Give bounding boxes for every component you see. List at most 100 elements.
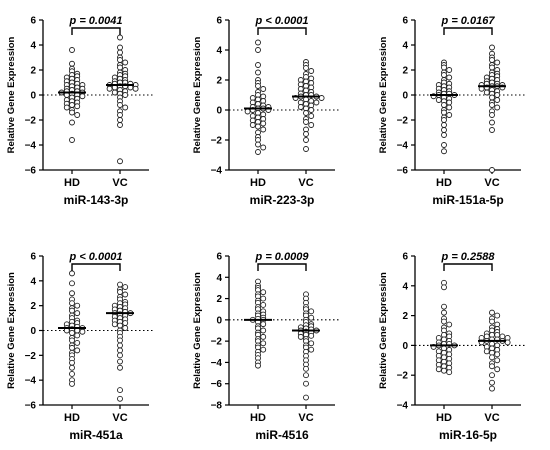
data-point-hd <box>69 371 75 377</box>
y-tick-label: 0 <box>402 341 408 352</box>
data-point-vc <box>489 57 495 63</box>
y-tick-label: −6 <box>397 166 409 177</box>
y-tick-label: −4 <box>397 401 409 412</box>
data-point-vc <box>308 122 315 128</box>
significance-bracket <box>257 263 307 271</box>
data-point-vc <box>494 104 501 111</box>
data-point-vc <box>117 102 123 108</box>
data-point-vc <box>494 351 501 358</box>
data-point-hd <box>441 102 447 108</box>
data-point-vc <box>489 385 495 392</box>
data-point-vc <box>308 340 315 347</box>
data-point-hd <box>255 47 261 53</box>
data-point-hd <box>260 321 267 328</box>
y-tick-label: 4 <box>216 46 222 57</box>
data-point-hd <box>260 120 267 127</box>
data-point-vc <box>117 364 123 371</box>
data-point-hd <box>74 347 81 354</box>
data-point-vc <box>303 131 309 137</box>
data-point-hd <box>441 122 447 128</box>
data-point-vc <box>303 137 309 143</box>
data-point-vc <box>494 366 501 373</box>
data-point-vc <box>504 339 511 346</box>
x-tick-label: VC <box>484 177 499 189</box>
y-tick-label: 6 <box>402 16 408 27</box>
y-axis-label: Relative Gene Expression <box>6 36 17 153</box>
y-tick-label: −4 <box>397 141 409 152</box>
data-point-hd <box>435 97 442 103</box>
data-point-hd <box>74 103 81 110</box>
chart-panel-2: −4 −2 0 2 4 6 Relative Gene Expression HD VC p < … <box>192 15 341 207</box>
panel-title: miR-4516 <box>255 428 309 442</box>
p-value-label: p < 0.0001 <box>69 251 123 263</box>
data-point-hd <box>74 339 81 346</box>
data-point-hd <box>260 340 267 347</box>
data-point-vc <box>318 95 325 101</box>
y-tick-label: −4 <box>211 166 223 177</box>
data-point-hd <box>260 295 267 302</box>
significance-bracket <box>71 263 121 271</box>
data-point-vc <box>483 89 490 96</box>
data-point-hd <box>69 102 75 108</box>
data-point-vc <box>117 347 123 354</box>
data-point-vc <box>483 348 490 355</box>
y-tick-label: 4 <box>216 273 222 284</box>
y-tick-label: −4 <box>25 376 37 387</box>
y-tick-label: 6 <box>216 252 222 263</box>
x-tick-label: VC <box>112 177 127 189</box>
y-tick-label: 2 <box>216 294 222 305</box>
y-tick-label: −2 <box>211 337 223 348</box>
y-tick-label: 0 <box>30 326 36 337</box>
data-point-hd <box>69 330 75 336</box>
y-tick-label: −2 <box>397 116 409 127</box>
x-tick-label: VC <box>298 177 313 189</box>
data-point-vc <box>117 158 123 165</box>
data-point-vc <box>494 59 501 66</box>
y-tick-label: 6 <box>216 16 222 27</box>
x-tick-label: HD <box>436 412 452 424</box>
y-tick-label: −8 <box>211 401 223 412</box>
data-point-hd <box>249 122 256 128</box>
y-tick-label: 0 <box>402 91 408 102</box>
data-point-hd <box>69 137 75 143</box>
y-tick-label: −4 <box>211 358 223 369</box>
data-point-hd <box>441 109 447 116</box>
significance-bracket <box>71 27 121 35</box>
data-point-hd <box>69 47 75 53</box>
data-point-hd <box>79 93 86 100</box>
data-point-vc <box>117 352 123 359</box>
data-point-vc <box>303 146 309 152</box>
data-point-vc <box>122 291 129 298</box>
data-point-hd <box>446 369 453 376</box>
y-tick-label: 2 <box>402 311 408 322</box>
chart-panel-5: −8 −6 −4 −2 0 2 4 6 Relative Gene Expression HD VC… <box>192 251 341 442</box>
x-tick-label: VC <box>112 412 127 424</box>
x-tick-label: HD <box>436 177 452 189</box>
data-point-vc <box>308 107 315 113</box>
data-point-vc <box>489 309 495 316</box>
data-point-vc <box>489 318 495 325</box>
data-point-hd <box>441 117 447 123</box>
data-point-hd <box>260 333 267 340</box>
chart-panel-3: −6 −4 −2 0 2 4 6 Relative Gene Expression HD VC p … <box>378 15 527 207</box>
data-point-vc <box>303 394 309 401</box>
data-point-vc <box>489 112 495 118</box>
data-point-vc <box>489 167 495 173</box>
data-point-vc <box>117 358 123 365</box>
data-point-vc <box>308 332 315 339</box>
panel-title: miR-451a <box>69 428 123 442</box>
data-point-hd <box>63 104 70 111</box>
data-point-hd <box>69 290 75 297</box>
data-point-hd <box>441 142 447 148</box>
data-point-vc <box>308 346 315 353</box>
data-point-vc <box>489 119 495 126</box>
data-point-vc <box>117 281 123 288</box>
significance-bracket <box>443 27 493 35</box>
data-point-hd <box>260 346 267 353</box>
data-point-vc <box>117 322 123 329</box>
data-point-hd <box>441 148 447 155</box>
y-tick-label: 0 <box>216 106 222 117</box>
data-point-hd <box>260 302 267 308</box>
data-point-vc <box>489 102 495 108</box>
x-tick-label: HD <box>250 177 266 189</box>
